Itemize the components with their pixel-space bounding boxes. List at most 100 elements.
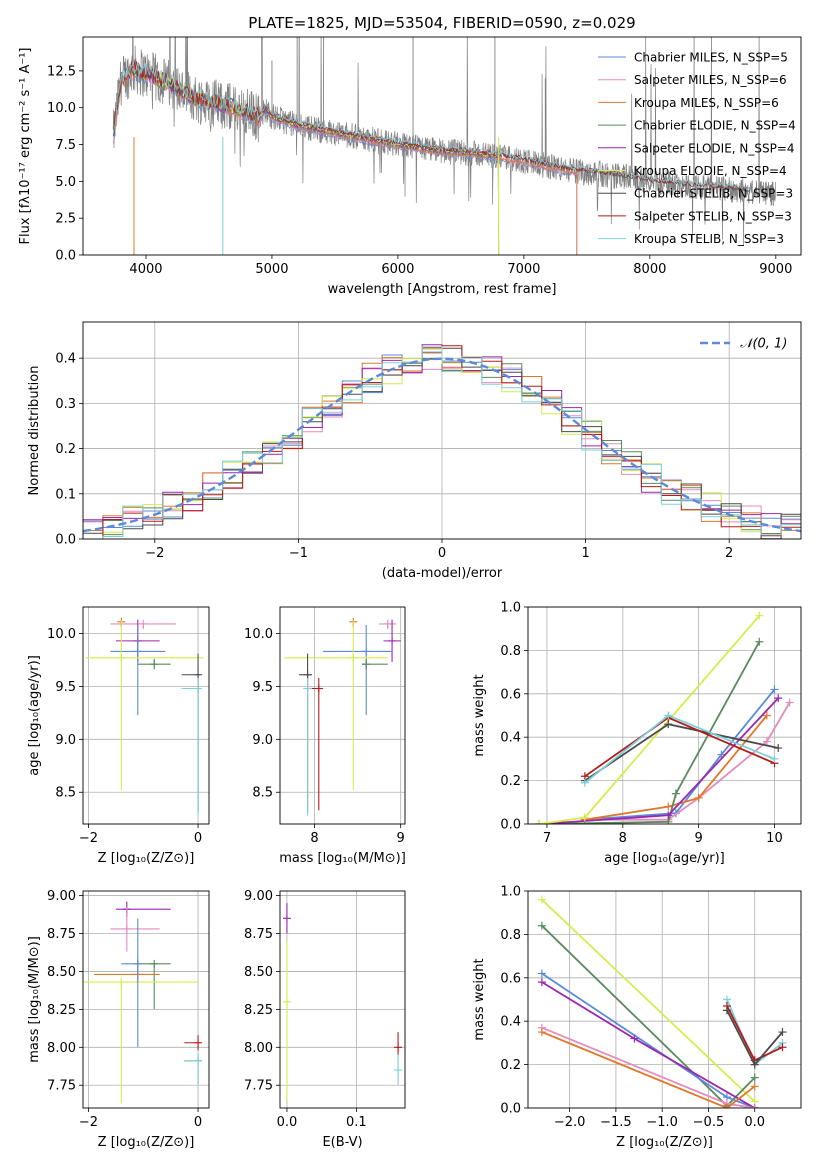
x-tick-label: 10	[766, 831, 783, 846]
axes-weight-vs-Z: −2.0 −1.5 −1.0 −0.5 0.0 0.0 0.2 0.4 0.6 0.8 1.0 Z […	[472, 885, 802, 1150]
point-marker	[383, 619, 392, 628]
point-marker	[750, 1073, 759, 1082]
errorbar-chabrier-elodie	[137, 959, 171, 1010]
x-axis-label: age [log₁₀(age/yr)]	[604, 851, 725, 866]
x-tick-label: 9000	[759, 262, 792, 277]
point-marker	[194, 1056, 203, 1065]
point-marker	[388, 636, 397, 645]
y-tick-label: 8.5	[55, 786, 76, 801]
y-tick-label: 0.6	[500, 687, 521, 702]
point-marker	[537, 1028, 546, 1037]
y-tick-label: 8.25	[47, 1003, 76, 1018]
y-tick-label: 9.00	[47, 889, 76, 904]
legend-label: Chabrier ELODIE, N_SSP=4	[634, 119, 796, 133]
errorbar-kroupa-elodie	[284, 620, 388, 791]
errorbar-chabrier-stelib	[181, 653, 203, 813]
series-kroupa-elodie	[535, 611, 764, 824]
y-tick-label: 8.00	[244, 1041, 273, 1056]
errorbar-salpeter-stelib	[184, 1035, 203, 1051]
y-axis-label: age [log₁₀(age/yr)]	[27, 655, 42, 776]
point-marker	[580, 813, 589, 822]
y-tick-label: 10.0	[47, 101, 76, 116]
errorbar-salpeter-elodie	[282, 903, 291, 934]
plot-area	[83, 607, 209, 824]
y-tick-label: 1.0	[500, 601, 521, 616]
legend-label: Kroupa STELIB, N_SSP=3	[634, 232, 784, 246]
y-tick-label: 0.0	[55, 249, 76, 264]
x-tick-label: −1.0	[646, 1115, 678, 1130]
errorbar-kroupa-stelib	[394, 1054, 403, 1086]
legend-label: 𝒩(0, 1)	[740, 337, 787, 352]
errorbar-salpeter-miles	[110, 906, 160, 952]
errorbar-chabrier-elodie	[361, 658, 388, 670]
series-salpeter-stelib	[580, 713, 779, 781]
point-marker	[535, 820, 544, 824]
axes-frame	[82, 890, 210, 1109]
point-marker	[717, 750, 726, 759]
y-tick-label: 8.50	[244, 965, 273, 980]
plot-area	[280, 607, 405, 824]
axes-frame	[82, 36, 802, 256]
x-tick-label: 4000	[129, 262, 162, 277]
series-line	[539, 615, 760, 824]
x-tick-label: 6000	[381, 262, 414, 277]
y-tick-label: 9.00	[244, 889, 273, 904]
y-tick-label: 0.8	[500, 928, 521, 943]
x-tick-label: −2	[79, 1115, 98, 1130]
y-tick-label: 12.5	[47, 64, 76, 79]
axes-mass-vs-Z: −2 0 7.75 8.00 8.25 8.50 8.75 9.00 Z [log₁₀(Z/Z⊙…	[27, 889, 210, 1150]
errorbar-salpeter-elodie	[115, 901, 171, 917]
point-marker	[117, 653, 126, 662]
x-tick-label: 5000	[255, 262, 288, 277]
y-tick-label: 7.75	[244, 1079, 273, 1094]
point-marker	[762, 737, 771, 746]
plot-area	[528, 607, 801, 824]
point-marker	[394, 1043, 403, 1052]
errorbar-chabrier-stelib	[184, 1053, 203, 1084]
x-tick-label: 7000	[507, 262, 540, 277]
plot-area	[528, 891, 801, 1108]
errorbar-chabrier-stelib	[298, 653, 312, 813]
point-marker	[303, 684, 312, 693]
x-tick-label: 0.0	[277, 1115, 298, 1130]
x-axis-label: mass [log₁₀(M/M⊙)]	[279, 851, 406, 866]
series-line	[541, 899, 756, 1103]
point-marker	[122, 924, 131, 933]
point-marker	[194, 1038, 203, 1047]
y-tick-label: 0.2	[55, 442, 76, 457]
y-tick-label: 2.5	[55, 212, 76, 227]
errorbar-salpeter-elodie	[383, 619, 401, 663]
series-chabrier-stelib	[580, 720, 783, 785]
errorbar-salpeter-stelib	[310, 677, 324, 811]
point-marker	[774, 744, 783, 753]
y-tick-label: 0.0	[55, 533, 76, 548]
point-marker	[303, 670, 312, 679]
y-tick-label: 9.0	[252, 733, 273, 748]
errorbar-kroupa-stelib	[184, 1053, 203, 1084]
legend-label: Salpeter ELODIE, N_SSP=4	[634, 141, 795, 155]
point-marker	[362, 660, 371, 669]
x-axis-label: Z [log₁₀(Z/Z⊙)]	[616, 1135, 713, 1150]
point-marker	[580, 778, 589, 787]
point-marker	[314, 684, 323, 693]
x-tick-label: −2.0	[554, 1115, 586, 1130]
x-tick-label: −2	[79, 831, 98, 846]
point-marker	[133, 959, 142, 968]
series-chabrier-elodie	[537, 921, 759, 1108]
x-tick-label: −0.5	[693, 1115, 725, 1130]
axes-age-vs-mass: 8 9 8.5 9.0 9.5 10.0 mass [log₁₀(M/M⊙)]	[244, 606, 406, 866]
point-marker	[770, 754, 779, 763]
point-marker	[133, 647, 142, 656]
y-tick-label: 10.0	[47, 627, 76, 642]
series-line	[541, 925, 756, 1108]
x-tick-label: 8000	[633, 262, 666, 277]
point-marker	[755, 637, 764, 646]
point-marker	[537, 978, 546, 987]
plot-area	[83, 322, 801, 539]
point-marker	[774, 694, 783, 703]
point-marker	[778, 1028, 787, 1037]
errorbar-kroupa-elodie	[83, 978, 199, 1104]
point-marker	[694, 793, 703, 802]
y-tick-label: 0.2	[500, 774, 521, 789]
